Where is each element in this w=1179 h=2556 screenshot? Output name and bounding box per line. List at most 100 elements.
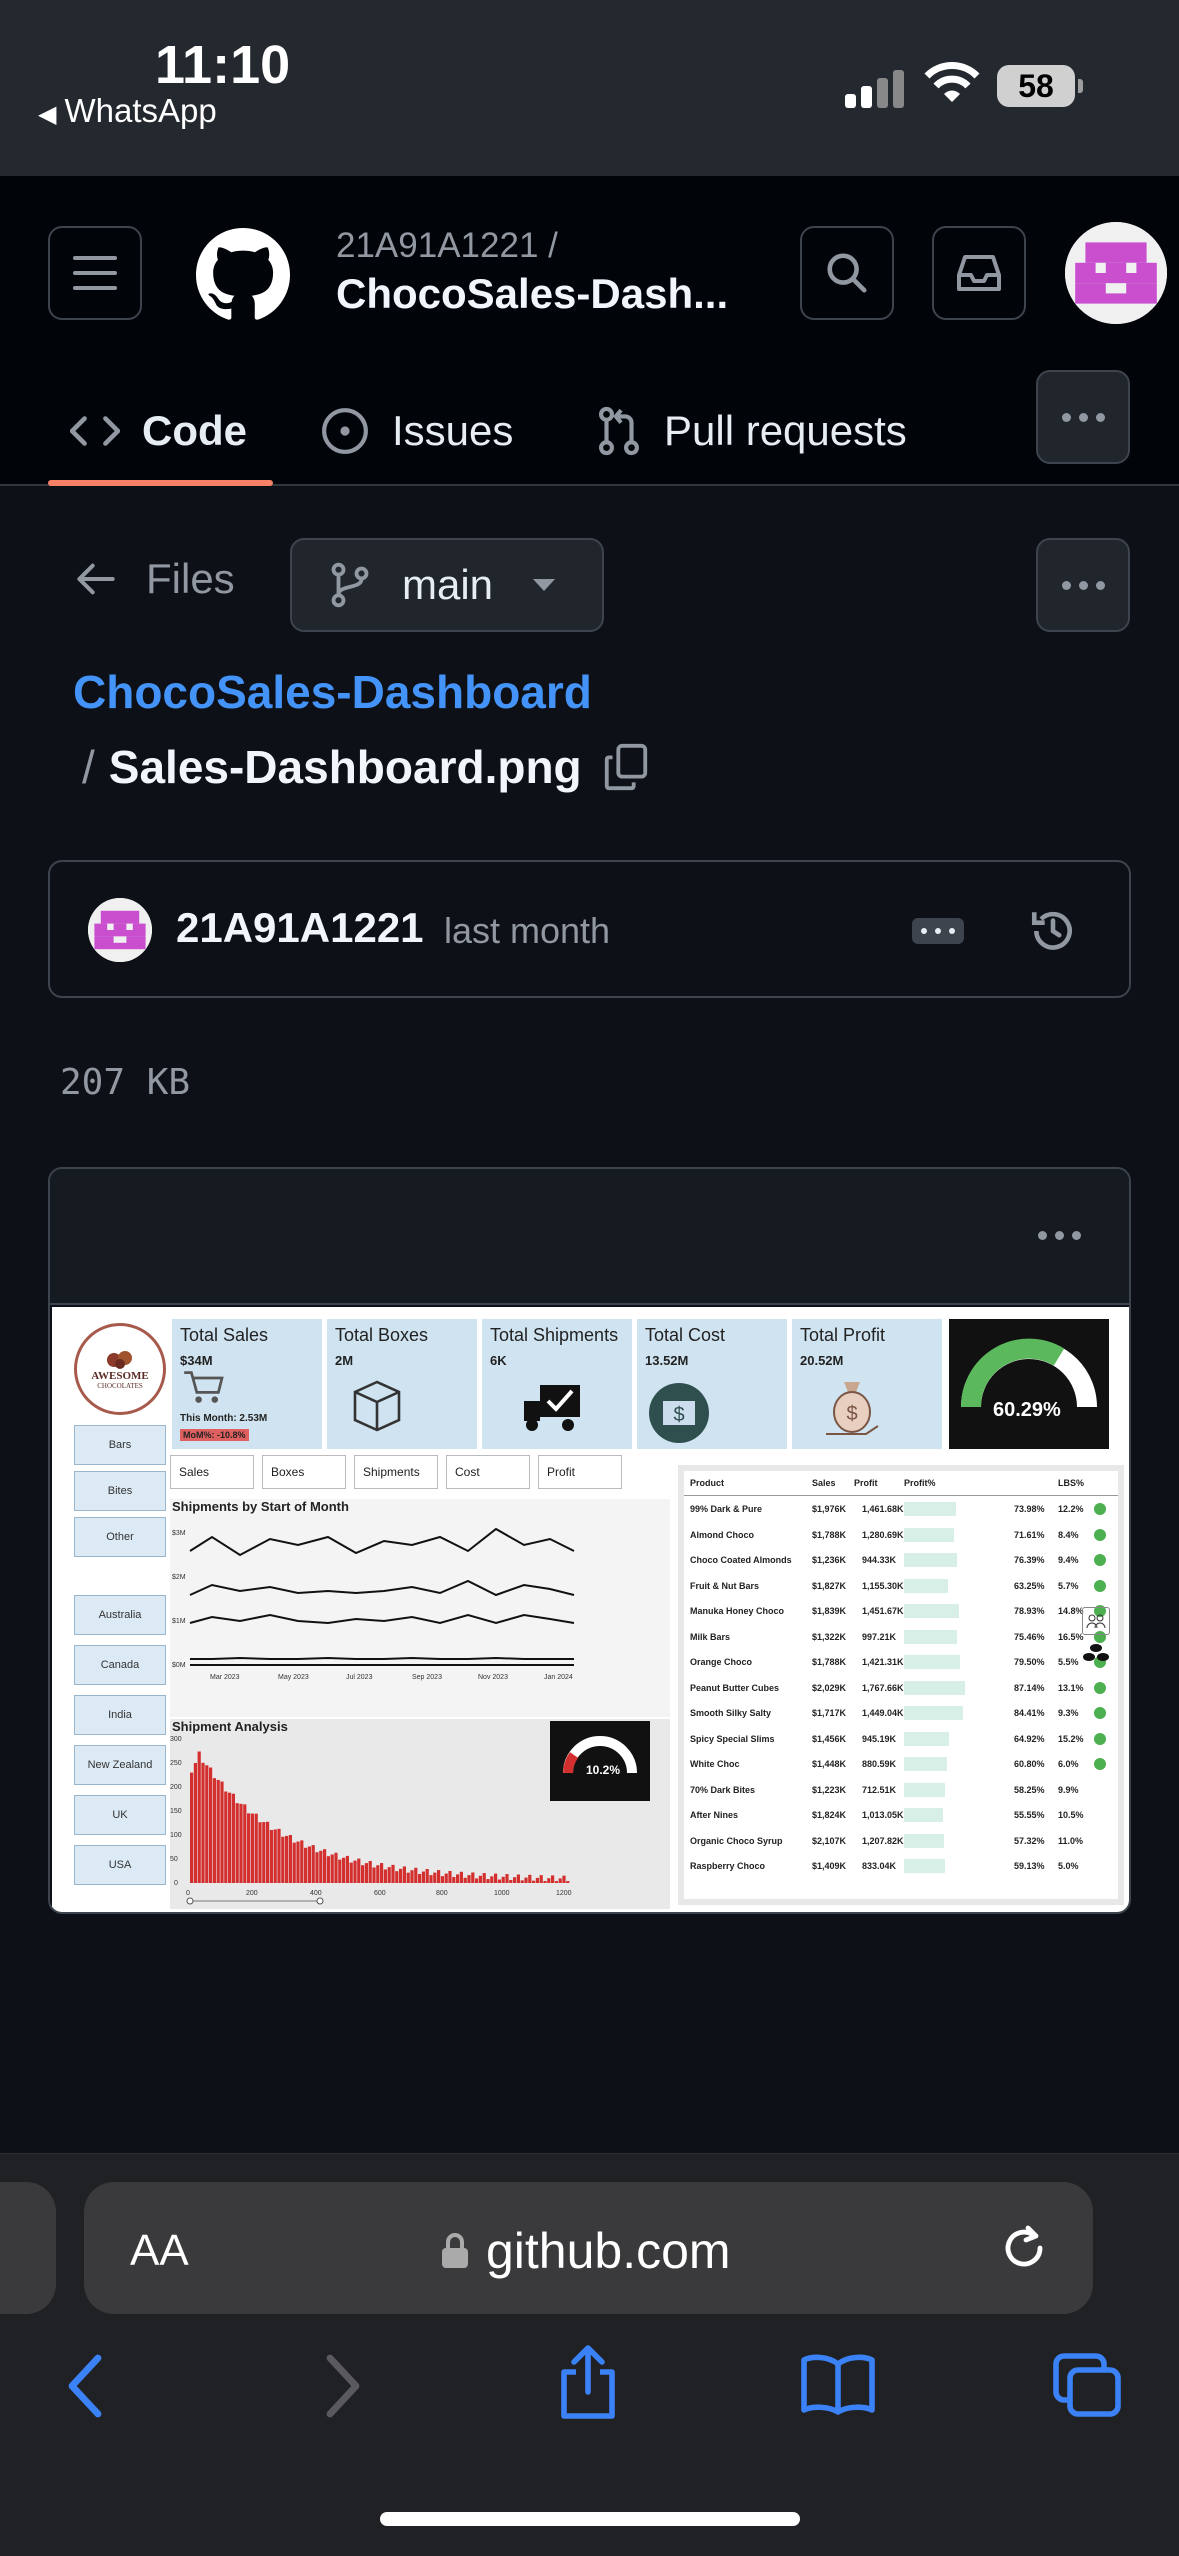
kpi-label: Total Cost [645, 1325, 726, 1345]
sales-value: $1,839K [812, 1606, 847, 1616]
histogram-bar [292, 1842, 296, 1883]
table-row: Almond Choco $1,788K 1,280.69K 71.61% 8.4% [684, 1523, 1118, 1548]
user-avatar[interactable] [1065, 222, 1167, 324]
filter-india: India [74, 1695, 166, 1735]
histogram-bar [482, 1873, 486, 1883]
table-row: Choco Coated Almonds $1,236K 944.33K 76.39%… [684, 1548, 1118, 1573]
preview-options-button[interactable] [1038, 1231, 1081, 1240]
repo-name[interactable]: ChocoSales-Dash... [336, 270, 729, 317]
profit-pct-bar [904, 1578, 948, 1593]
back-app-label: WhatsApp [64, 92, 217, 129]
histogram-bar [311, 1845, 315, 1883]
table-row: Peanut Butter Cubes $2,029K 1,767.66K 87.14… [684, 1676, 1118, 1701]
check-circle-icon [1094, 1554, 1106, 1566]
table-row: Raspberry Choco $1,409K 833.04K 59.13% 5.0% [684, 1854, 1118, 1879]
lbs-pct: 14.8% [1058, 1606, 1084, 1616]
file-size: 207 KB [60, 1062, 191, 1103]
bar-x-tick: 400 [310, 1890, 322, 1897]
branch-selector[interactable]: main [290, 538, 604, 632]
profit-pct-bar [904, 1833, 944, 1848]
histogram-bar [304, 1847, 308, 1883]
profit-pct-bar [904, 1655, 960, 1669]
profit-pct: 78.93% [1014, 1606, 1045, 1616]
latest-commit: 21A91A1221 last month [48, 860, 1131, 998]
search-icon [827, 253, 867, 293]
bookmarks-icon[interactable] [800, 2352, 876, 2416]
histogram-bar [402, 1866, 406, 1883]
profit-value: 1,207.82K [862, 1835, 904, 1846]
tab-issues[interactable]: Issues [320, 376, 513, 486]
sales-value: $1,223K [812, 1784, 847, 1795]
back-triangle-icon: ◀ [38, 101, 57, 128]
lbs-pct: 15.2% [1058, 1733, 1084, 1744]
reader-settings-button[interactable]: AA [130, 2226, 189, 2275]
menu-button[interactable] [48, 226, 142, 320]
url-display[interactable]: github.com [440, 2222, 731, 2280]
more-tabs-button[interactable] [1036, 370, 1130, 464]
back-icon[interactable] [66, 2354, 106, 2418]
lbs-pct: 5.7% [1058, 1580, 1079, 1591]
share-icon[interactable] [556, 2344, 620, 2420]
histogram-bar [497, 1879, 501, 1883]
profit-value: 1,155.30K [862, 1580, 904, 1591]
svg-text:$: $ [846, 1403, 857, 1425]
profit-pct-bar [904, 1706, 963, 1720]
file-options-button[interactable] [1036, 538, 1130, 632]
check-circle-icon [1094, 1732, 1106, 1745]
back-to-app-link[interactable]: ◀ WhatsApp [38, 92, 217, 130]
bar-y-tick: 300 [170, 1736, 182, 1743]
address-bar[interactable]: AA github.com [84, 2182, 1093, 2314]
code-icon [70, 414, 120, 448]
filter-canada: Canada [74, 1645, 166, 1685]
profit-pct-bar [904, 1527, 954, 1542]
table-row: Manuka Honey Choco $1,839K 1,451.67K 78.93%… [684, 1599, 1118, 1624]
forward-icon[interactable] [322, 2354, 362, 2418]
histogram-bar [551, 1875, 555, 1883]
breadcrumb-repo-link[interactable]: ChocoSales-Dashboard [73, 666, 592, 718]
commit-author[interactable]: 21A91A1221 [176, 904, 424, 951]
previous-tab-preview[interactable] [0, 2182, 56, 2314]
clock: 11:10 [155, 35, 291, 95]
histogram-bar [490, 1876, 494, 1883]
search-button[interactable] [800, 226, 894, 320]
histogram-bar [269, 1829, 273, 1883]
product-name: Fruit & Nut Bars [690, 1580, 760, 1591]
shipment-analysis-chart: Shipment Analysis 300 250 200 150 100 50… [170, 1719, 670, 1909]
reload-icon[interactable] [999, 2222, 1049, 2274]
copy-icon[interactable] [602, 742, 650, 792]
lbs-pct: 10.5% [1058, 1810, 1084, 1820]
profit-pct: 58.25% [1014, 1784, 1045, 1795]
tab-pull-requests[interactable]: Pull requests [596, 376, 907, 486]
table-header: Profit% [904, 1478, 936, 1488]
history-icon[interactable] [1028, 906, 1078, 956]
histogram-bar [452, 1877, 456, 1883]
histogram-bar [421, 1871, 425, 1883]
kpi-label: Total Profit [800, 1325, 886, 1345]
sales-value: $1,976K [812, 1504, 847, 1514]
commit-message-toggle[interactable] [912, 918, 964, 944]
profit-pct: 73.98% [1014, 1504, 1045, 1514]
sales-value: $1,322K [812, 1631, 847, 1642]
histogram-bar [319, 1850, 323, 1883]
profit-pct-bar [904, 1731, 949, 1746]
tab-code[interactable]: Code [70, 376, 247, 486]
histogram-bar [410, 1870, 414, 1883]
histogram-bar [193, 1763, 197, 1883]
histogram-bar [494, 1873, 498, 1883]
histogram-bar [353, 1860, 357, 1883]
table-header: Product [690, 1478, 725, 1488]
histogram-bar [345, 1855, 349, 1883]
lbs-pct: 16.5% [1058, 1631, 1084, 1642]
lbs-pct: 9.4% [1058, 1555, 1079, 1565]
histogram-bar [456, 1874, 460, 1883]
github-logo-icon[interactable] [196, 228, 290, 322]
histogram-bar [433, 1872, 437, 1883]
commit-author-avatar[interactable] [88, 898, 152, 962]
tabs-icon[interactable] [1052, 2352, 1122, 2418]
inbox-button[interactable] [932, 226, 1026, 320]
histogram-bar [368, 1860, 372, 1883]
histogram-bar [543, 1880, 547, 1883]
repo-owner[interactable]: 21A91A1221 / [336, 226, 558, 265]
files-back-button[interactable]: Files [76, 555, 235, 603]
commit-time: last month [444, 910, 611, 951]
